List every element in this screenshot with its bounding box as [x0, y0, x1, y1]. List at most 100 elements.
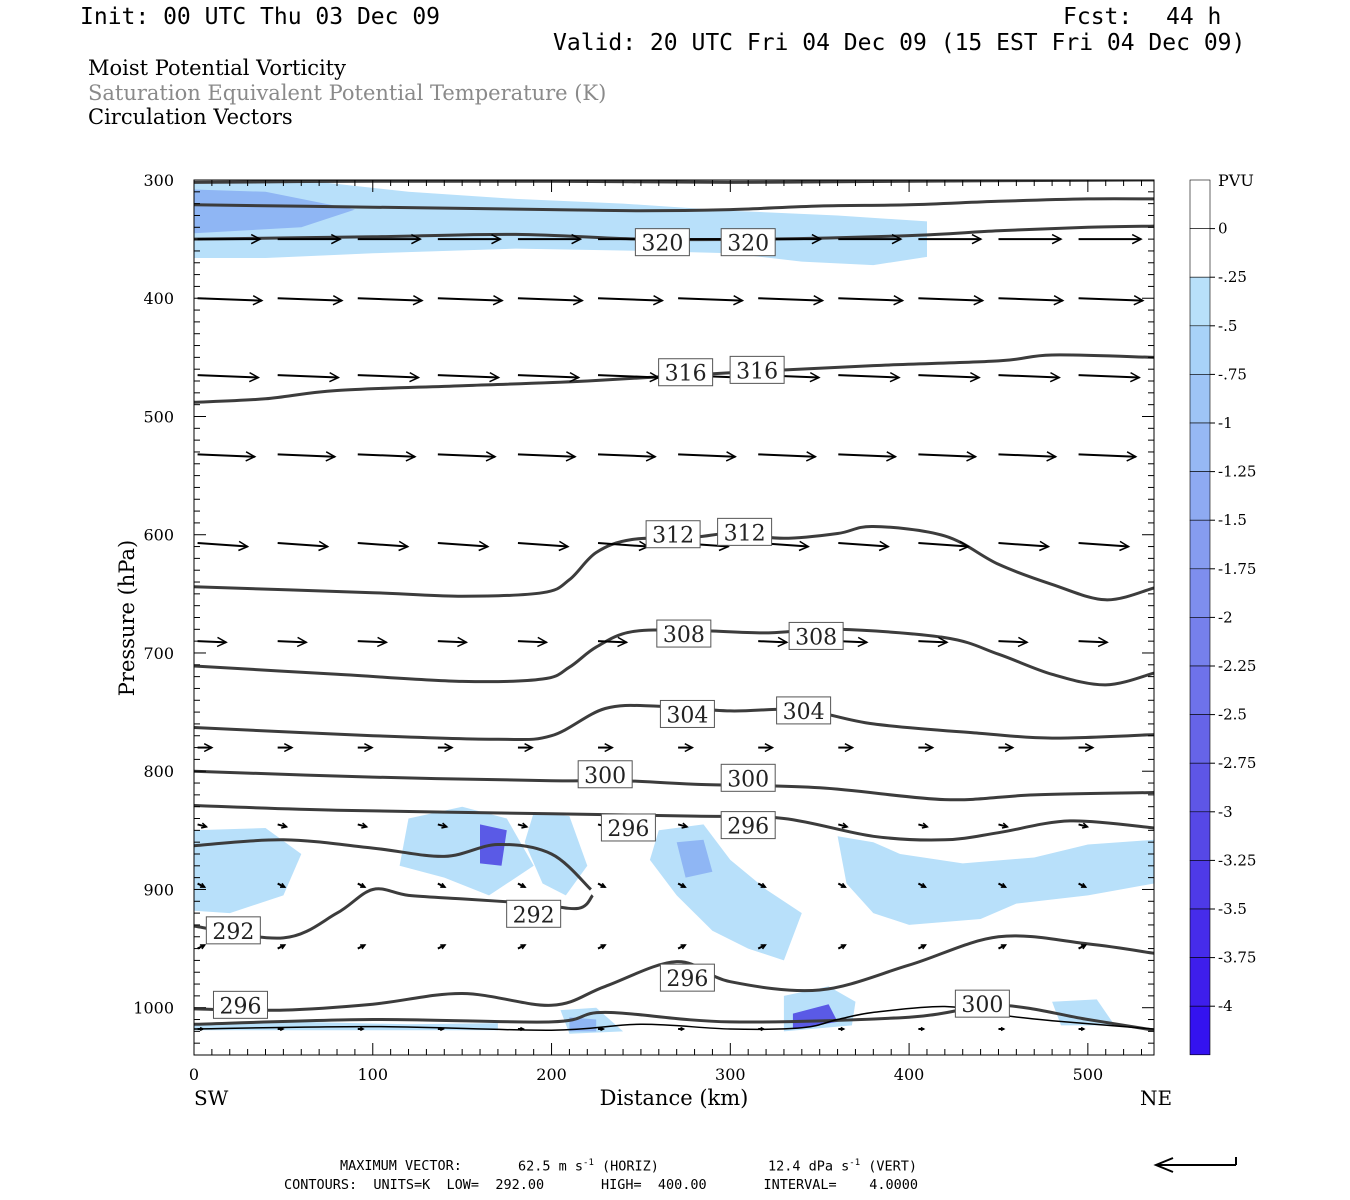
- vector-arrow: [1078, 540, 1131, 552]
- vector-arrow: [998, 233, 1063, 245]
- vert-value: 12.4 dPa s: [768, 1158, 850, 1175]
- vector-head: [489, 371, 501, 383]
- vector-arrow: [357, 944, 367, 950]
- vector-shaft: [517, 374, 579, 379]
- vector-head: [886, 451, 898, 462]
- vector-shaft: [998, 542, 1049, 548]
- vector-head: [966, 451, 978, 462]
- vector-arrow: [357, 295, 424, 306]
- valid-time: Valid: 20 UTC Fri 04 Dec 09 (15 EST Fri …: [553, 30, 1246, 56]
- vector-arrow: [277, 371, 341, 383]
- contour-label-box: [212, 990, 268, 1019]
- vector-arrow: [838, 540, 890, 552]
- colorbar-label: -3: [1218, 803, 1233, 821]
- vector-arrow: [758, 1026, 766, 1032]
- vector-head: [199, 882, 207, 888]
- vector-head: [398, 540, 410, 552]
- vector-shaft: [357, 453, 416, 458]
- reference-vector-arrow: [1153, 1157, 1237, 1173]
- vector-arrow: [838, 822, 849, 829]
- vector-arrow: [678, 295, 745, 306]
- contour-label-box: [659, 963, 715, 992]
- vector-arrow: [998, 882, 1008, 888]
- vector-arrow: [197, 944, 207, 950]
- vector-arrow: [677, 882, 687, 888]
- vector-head: [937, 636, 949, 648]
- vector-shaft: [1159, 945, 1166, 949]
- vector-head: [569, 371, 581, 383]
- colorbar-swatch: [1189, 422, 1211, 472]
- vector-arrow: [918, 743, 935, 753]
- vector-shaft: [437, 640, 467, 644]
- vector-arrow: [1159, 1028, 1164, 1031]
- vector-shaft: [1159, 824, 1168, 826]
- vector-arrow: [197, 540, 250, 552]
- vector-shaft: [918, 453, 976, 458]
- legend-theta-es: Saturation Equivalent Potential Temperat…: [88, 81, 607, 105]
- vector-head: [680, 882, 687, 888]
- colorbar-label: -2: [1218, 608, 1233, 626]
- vector-head: [604, 743, 614, 753]
- vector-head: [809, 371, 821, 383]
- vector-head: [1046, 451, 1058, 462]
- vector-head: [521, 822, 529, 829]
- contour-label: 296: [600, 813, 656, 842]
- contour-label: 304: [659, 699, 715, 728]
- vector-arrow: [437, 743, 454, 753]
- y-tick-label: 1000: [133, 999, 174, 1018]
- vector-arrow: [517, 295, 584, 306]
- theta-contour: [194, 197, 1154, 213]
- vector-head: [441, 822, 449, 829]
- vector-head: [971, 233, 983, 245]
- vector-arrow: [437, 371, 501, 383]
- vector-head: [600, 882, 607, 888]
- vector-head: [681, 822, 689, 829]
- vector-shaft: [517, 640, 547, 644]
- vector-head: [376, 636, 389, 648]
- horiz-unit: (HORIZ): [602, 1158, 659, 1175]
- contour-label-text: 312: [724, 521, 766, 546]
- vector-head: [1126, 451, 1138, 462]
- colorbar-label: -3.75: [1218, 949, 1256, 967]
- endpoint-sw: SW: [194, 1086, 229, 1110]
- vector-head: [359, 1026, 365, 1032]
- pv-region: [524, 812, 588, 896]
- vector-arrow: [197, 882, 207, 888]
- vector-shaft: [918, 297, 983, 302]
- vector-head: [600, 944, 607, 950]
- colorbar-swatch: [1189, 908, 1211, 958]
- vector-head: [840, 944, 847, 950]
- vector-arrow: [517, 233, 583, 245]
- vector-head: [364, 743, 374, 753]
- contour-label-text: 300: [727, 767, 769, 792]
- vector-head: [798, 540, 810, 552]
- x-tick-label: 500: [1073, 1065, 1104, 1084]
- colorbar-swatch: [1189, 228, 1211, 278]
- vector-shaft: [838, 374, 900, 379]
- vector-shaft: [197, 297, 262, 302]
- vector-head: [238, 540, 250, 552]
- vector-arrow: [1078, 1026, 1086, 1032]
- vector-arrow: [838, 743, 855, 753]
- theta-contour: [194, 838, 592, 891]
- x-tick-label: 200: [536, 1065, 567, 1084]
- contour-label-box: [634, 228, 690, 257]
- vector-arrow: [998, 636, 1029, 648]
- vector-head: [1214, 296, 1223, 305]
- vector-arrow: [517, 451, 577, 462]
- contours-info: CONTOURS: UNITS=K LOW= 292.00 HIGH= 400.…: [284, 1177, 918, 1193]
- vector-head: [652, 295, 665, 306]
- vector-arrow: [918, 451, 978, 462]
- vector-arrow: [437, 295, 504, 306]
- vector-arrow: [517, 636, 549, 648]
- vector-head: [361, 822, 369, 829]
- vector-head: [725, 451, 737, 462]
- colorbar-label: -.5: [1218, 317, 1237, 335]
- contour-label-box: [506, 899, 562, 928]
- vector-head: [332, 295, 344, 306]
- vector-arrow: [758, 451, 818, 462]
- vector-shaft: [597, 640, 627, 644]
- vector-arrow: [1159, 823, 1168, 828]
- vector-head: [520, 1026, 525, 1032]
- vector-shaft: [758, 297, 823, 302]
